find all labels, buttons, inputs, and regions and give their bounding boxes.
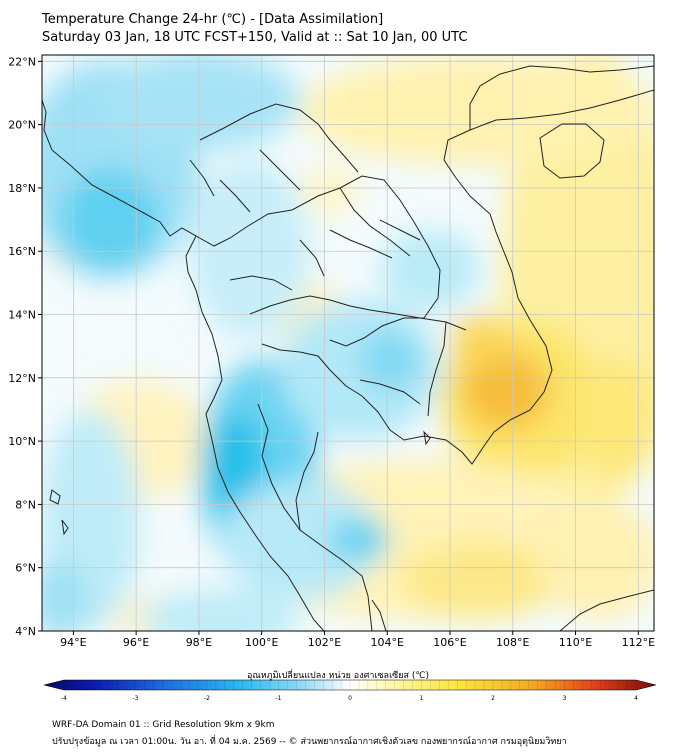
y-tick-label: 20°N: [8, 119, 36, 132]
colorbar-tick-label: 0: [348, 695, 352, 702]
x-tick-label: 102°E: [308, 636, 341, 649]
axis-ticks: 94°E 96°E 98°E 100°E 102°E 104°E 106°E 108°E 110…: [8, 55, 655, 649]
x-tick-label: 100°E: [245, 636, 278, 649]
y-tick-label: 16°N: [8, 245, 36, 258]
footer-domain-info: WRF-DA Domain 01 :: Grid Resolution 9km …: [52, 720, 275, 730]
y-tick-label: 10°N: [8, 435, 36, 448]
colorbar-tick-label: 1: [420, 695, 424, 702]
colorbar-tick-label: 4: [634, 695, 638, 702]
footer-update-info: ปรับปรุงข้อมูล ณ เวลา 01:00น. วัน อา. ที…: [52, 737, 567, 747]
map-subtitle: Saturday 03 Jan, 18 UTC FCST+150, Valid …: [42, 30, 468, 45]
country-borders: [42, 65, 654, 631]
y-tick-label: 22°N: [8, 55, 36, 68]
x-tick-label: 98°E: [186, 636, 212, 649]
colorbar-tick-label: 3: [563, 695, 567, 702]
colorbar-title: อุณหภูมิเปลี่ยนแปลง หน่วย องศาเซลเซียส (…: [246, 671, 430, 681]
temperature-field: [42, 55, 654, 631]
x-tick-label: 94°E: [60, 636, 86, 649]
map-title: Temperature Change 24-hr (℃) - [Data Ass…: [42, 12, 384, 27]
x-tick-label: 108°E: [496, 636, 529, 649]
colorbar-tick-label: -1: [276, 695, 282, 702]
y-tick-label: 18°N: [8, 182, 36, 195]
x-tick-label: 96°E: [123, 636, 149, 649]
x-tick-label: 110°E: [559, 636, 592, 649]
y-tick-label: 8°N: [15, 498, 36, 511]
colorbar-tick-label: -3: [133, 695, 139, 702]
colorbar-tick-label: -4: [61, 695, 67, 702]
x-tick-label: 106°E: [433, 636, 466, 649]
x-tick-label: 104°E: [371, 636, 404, 649]
y-tick-label: 12°N: [8, 372, 36, 385]
y-tick-label: 4°N: [15, 625, 36, 638]
colorbar-tick-label: 2: [491, 695, 495, 702]
x-tick-label: 112°E: [622, 636, 655, 649]
y-tick-label: 14°N: [8, 309, 36, 322]
plot-frame: [41, 54, 655, 632]
y-tick-label: 6°N: [15, 562, 36, 575]
colorbar: -4 -3 -2 -1 0 1 2 3 4: [43, 679, 657, 702]
colorbar-tick-label: -2: [204, 695, 210, 702]
